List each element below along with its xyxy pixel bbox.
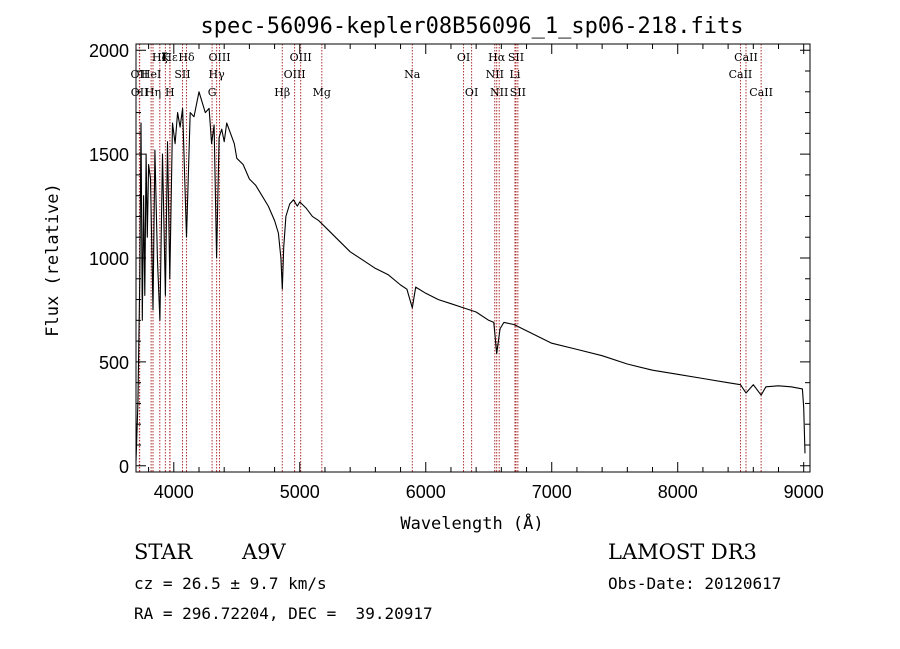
- y-tick-label: 0: [119, 457, 129, 477]
- spectrum-series: [135, 91, 806, 462]
- spectral-line-label: SII: [174, 68, 190, 81]
- spectral-class: A9V: [242, 540, 286, 564]
- spectral-line-label: HeI: [141, 68, 161, 81]
- spectral-line-label: OIII: [284, 68, 306, 81]
- spectral-line-label: Hγ: [209, 68, 226, 81]
- x-tick-label: 6000: [406, 482, 446, 502]
- spectral-line-label: G: [208, 86, 217, 99]
- y-tick-label: 1500: [89, 145, 129, 165]
- object-type: STAR: [134, 540, 193, 564]
- spectral-line-label: Na: [404, 68, 421, 81]
- spectral-line-label: OI: [465, 86, 478, 99]
- spectral-line-label: OIII: [208, 51, 230, 64]
- spectral-line-label: H: [165, 86, 175, 99]
- spectral-line-label: CaII: [749, 86, 773, 99]
- spectral-line-markers: [138, 44, 762, 472]
- plot-frame: [135, 43, 811, 473]
- spectral-line-label: NII: [486, 68, 504, 81]
- spectral-line-label: NII: [490, 86, 508, 99]
- spectral-line-label: SII: [508, 51, 524, 64]
- x-tick-label: 7000: [532, 482, 572, 502]
- coordinates: RA = 296.72204, DEC = 39.20917: [134, 604, 433, 623]
- spectral-line-label: Hζ: [152, 51, 168, 64]
- spectral-line-label: Hβ: [274, 86, 290, 99]
- spectral-line-label: OII: [131, 86, 149, 99]
- y-tick-label: 1000: [89, 249, 129, 269]
- y-tick-label: 500: [99, 353, 129, 373]
- spectral-line-label: Hε: [162, 51, 178, 64]
- spectral-line-label: CaII: [729, 68, 753, 81]
- y-tick-label: 2000: [89, 41, 129, 61]
- spectral-line-label: CaII: [734, 51, 758, 64]
- x-axis: 4000 5000 6000 7000 8000 9000: [148, 44, 824, 502]
- spectral-line-label: OII: [131, 68, 149, 81]
- observation-date: Obs-Date: 20120617: [608, 574, 782, 593]
- spectral-line-label: OI: [457, 51, 470, 64]
- redshift-value: cz = 26.5 ± 9.7 km/s: [134, 574, 327, 593]
- x-axis-label: Wavelength (Å): [400, 512, 543, 534]
- spectral-line-label: SII: [510, 86, 526, 99]
- spectral-line-label: Mg: [313, 86, 331, 99]
- spectral-line-label: Hα: [488, 51, 506, 64]
- x-tick-label: 5000: [280, 482, 320, 502]
- y-axis: 0 500 1000 1500 2000: [89, 41, 810, 477]
- chart-title: spec-56096-kepler08B56096_1_sp06-218.fit…: [200, 14, 743, 39]
- x-tick-label: 8000: [658, 482, 698, 502]
- x-tick-label: 9000: [784, 482, 824, 502]
- x-tick-label: 4000: [154, 482, 194, 502]
- survey-name: LAMOST DR3: [608, 540, 757, 564]
- spectral-line-label: OIII: [290, 51, 312, 64]
- y-axis-label: Flux (relative): [43, 183, 63, 337]
- spectral-line-label: Hδ: [178, 51, 195, 64]
- spectral-line-label: Hη: [145, 86, 161, 99]
- spectral-line-label: Li: [510, 68, 521, 81]
- spectral-line-label: K: [161, 51, 170, 64]
